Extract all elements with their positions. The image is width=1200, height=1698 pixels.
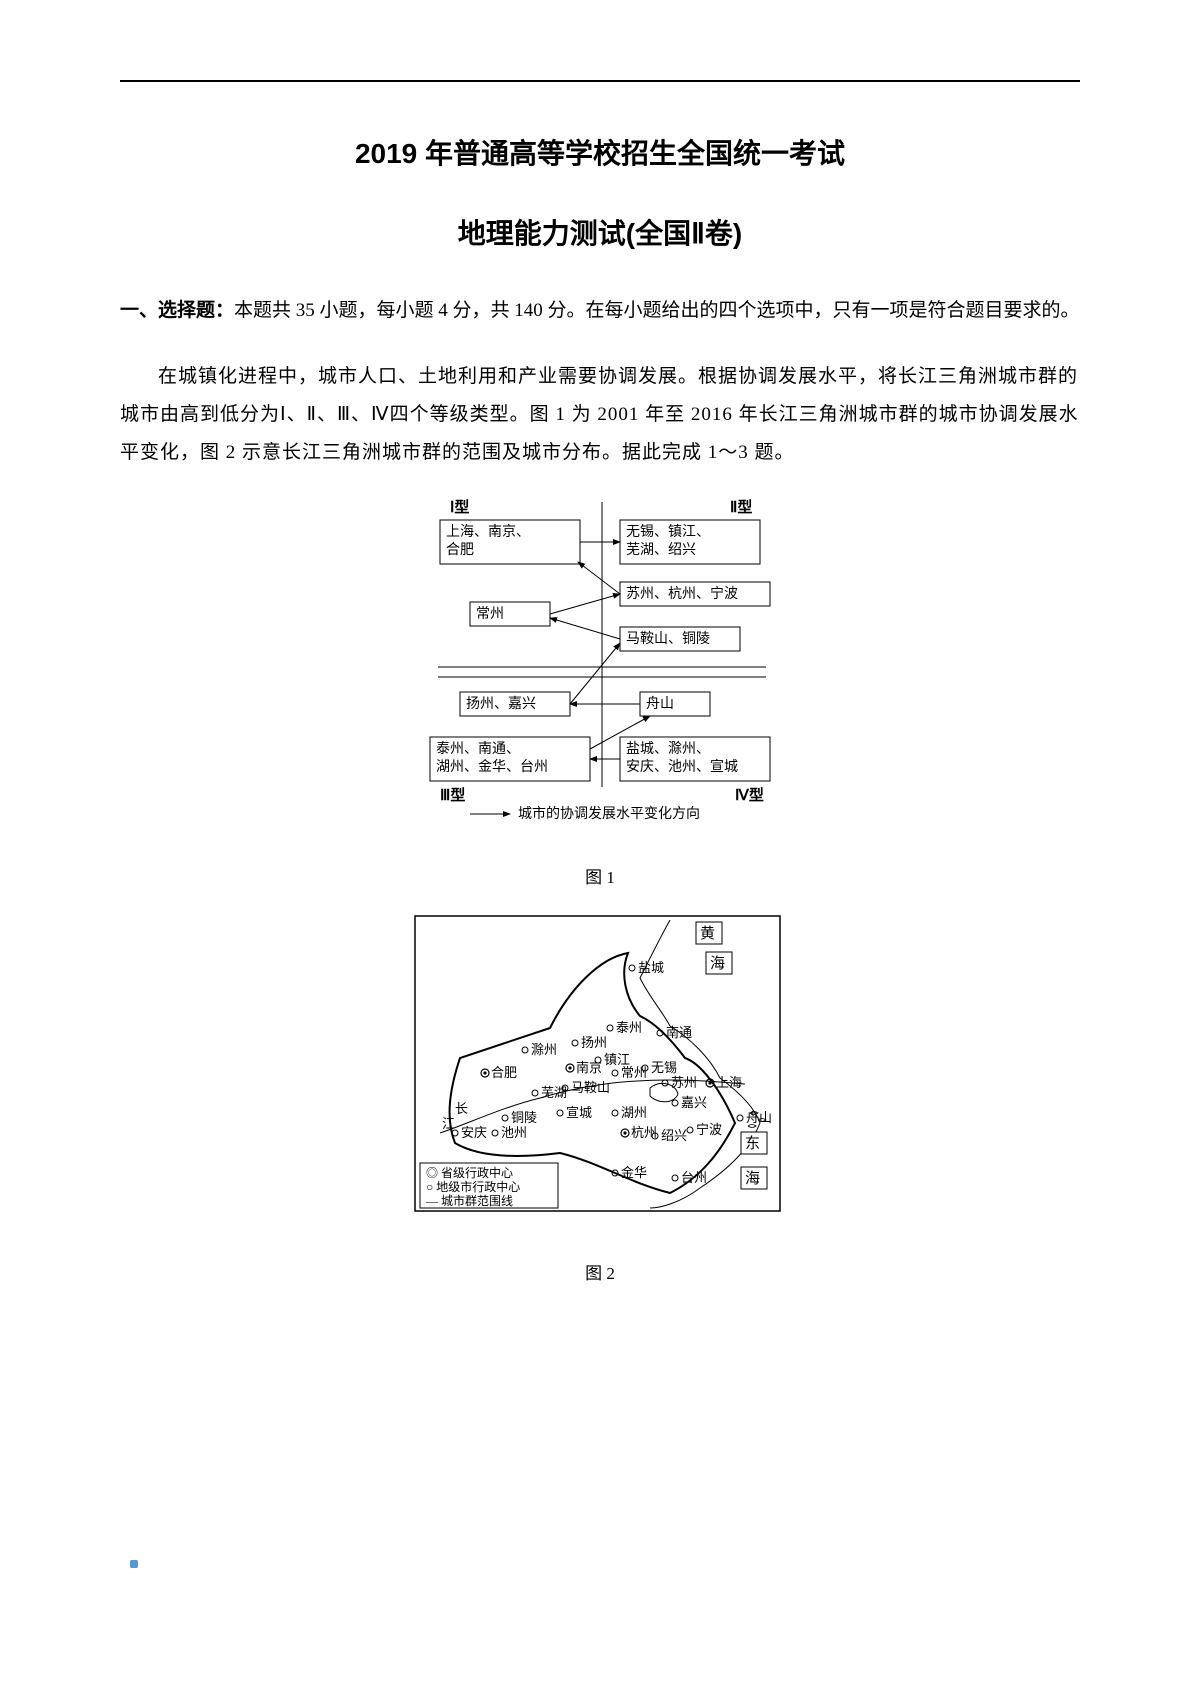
svg-text:无锡: 无锡 bbox=[651, 1060, 677, 1075]
figure-2-wrap: 黄海东海长江盐城泰州南通扬州滁州镇江南京合肥常州无锡马鞍山芜湖苏州上海嘉兴铜陵宣… bbox=[120, 908, 1080, 1284]
section-intro: 一、选择题：本题共 35 小题，每小题 4 分，共 140 分。在每小题给出的四… bbox=[120, 292, 1080, 330]
context-paragraph: 在城镇化进程中，城市人口、土地利用和产业需要协调发展。根据协调发展水平，将长江三… bbox=[120, 358, 1080, 472]
svg-text:泰州、南通、: 泰州、南通、 bbox=[436, 741, 520, 757]
svg-text:泰州: 泰州 bbox=[616, 1020, 642, 1035]
svg-text:扬州: 扬州 bbox=[581, 1035, 607, 1050]
svg-text:海: 海 bbox=[710, 955, 725, 972]
svg-text:合肥: 合肥 bbox=[446, 542, 474, 558]
svg-text:常州: 常州 bbox=[476, 606, 504, 622]
svg-text:舟山: 舟山 bbox=[646, 696, 674, 712]
svg-text:黄: 黄 bbox=[700, 925, 715, 942]
svg-text:马鞍山、铜陵: 马鞍山、铜陵 bbox=[626, 631, 710, 647]
section-text: 本题共 35 小题，每小题 4 分，共 140 分。在每小题给出的四个选项中，只… bbox=[234, 300, 1080, 321]
svg-text:台州: 台州 bbox=[681, 1170, 707, 1185]
header-rule bbox=[120, 80, 1080, 82]
svg-text:金华: 金华 bbox=[621, 1165, 647, 1180]
figure-1-svg: Ⅰ型 Ⅱ型 Ⅲ型 Ⅳ型 上海、南京、合肥 无锡、镇江、芜湖、绍兴苏州、杭州、宁波常州马鞍山… bbox=[410, 492, 790, 852]
svg-text:芜湖: 芜湖 bbox=[541, 1085, 567, 1100]
svg-text:舟山: 舟山 bbox=[746, 1110, 772, 1125]
svg-text:铜陵: 铜陵 bbox=[511, 1110, 537, 1125]
svg-text:东: 东 bbox=[745, 1135, 760, 1152]
svg-text:安庆、池州、宣城: 安庆、池州、宣城 bbox=[626, 759, 738, 775]
svg-text:Ⅱ型: Ⅱ型 bbox=[730, 498, 752, 516]
svg-text:○ 地级市行政中心: ○ 地级市行政中心 bbox=[426, 1179, 520, 1194]
svg-text:湖州、金华、台州: 湖州、金华、台州 bbox=[436, 759, 548, 775]
svg-text:上海、南京、: 上海、南京、 bbox=[446, 524, 530, 540]
svg-text:— 城市群范围线: — 城市群范围线 bbox=[425, 1193, 513, 1208]
svg-text:池州: 池州 bbox=[501, 1125, 527, 1140]
svg-text:长: 长 bbox=[455, 1101, 468, 1116]
svg-text:海: 海 bbox=[745, 1170, 760, 1187]
svg-text:合肥: 合肥 bbox=[491, 1065, 517, 1080]
svg-text:盐城、滁州、: 盐城、滁州、 bbox=[626, 741, 710, 757]
svg-text:马鞍山: 马鞍山 bbox=[571, 1080, 610, 1095]
svg-text:芜湖、绍兴: 芜湖、绍兴 bbox=[626, 541, 696, 558]
figure-2-caption: 图 2 bbox=[120, 1259, 1080, 1284]
svg-text:扬州、嘉兴: 扬州、嘉兴 bbox=[466, 696, 536, 712]
svg-text:苏州: 苏州 bbox=[671, 1075, 697, 1090]
svg-text:湖州: 湖州 bbox=[621, 1105, 647, 1120]
svg-text:南京: 南京 bbox=[576, 1060, 602, 1075]
svg-text:Ⅲ型: Ⅲ型 bbox=[440, 786, 465, 804]
svg-text:江: 江 bbox=[442, 1116, 455, 1131]
footer-accent-dot bbox=[130, 1560, 138, 1568]
svg-text:上海: 上海 bbox=[716, 1075, 742, 1090]
svg-text:◎ 省级行政中心: ◎ 省级行政中心 bbox=[426, 1165, 513, 1180]
main-title-line1: 2019 年普通高等学校招生全国统一考试 bbox=[120, 132, 1080, 172]
svg-text:城市的协调发展水平变化方向: 城市的协调发展水平变化方向 bbox=[518, 805, 700, 822]
svg-text:盐城: 盐城 bbox=[638, 960, 664, 975]
svg-text:Ⅰ型: Ⅰ型 bbox=[450, 498, 469, 516]
svg-text:嘉兴: 嘉兴 bbox=[681, 1095, 707, 1110]
svg-text:苏州、杭州、宁波: 苏州、杭州、宁波 bbox=[626, 585, 738, 602]
figure-1-caption: 图 1 bbox=[120, 863, 1080, 888]
svg-text:无锡、镇江、: 无锡、镇江、 bbox=[626, 524, 710, 540]
svg-text:Ⅳ型: Ⅳ型 bbox=[735, 786, 764, 804]
figure-1-wrap: Ⅰ型 Ⅱ型 Ⅲ型 Ⅳ型 上海、南京、合肥 无锡、镇江、芜湖、绍兴苏州、杭州、宁波常州马鞍山… bbox=[120, 492, 1080, 888]
svg-text:绍兴: 绍兴 bbox=[661, 1128, 687, 1143]
figure-2-svg: 黄海东海长江盐城泰州南通扬州滁州镇江南京合肥常州无锡马鞍山芜湖苏州上海嘉兴铜陵宣… bbox=[400, 908, 800, 1248]
main-title-line2: 地理能力测试(全国Ⅱ卷) bbox=[120, 212, 1080, 252]
svg-text:安庆: 安庆 bbox=[461, 1125, 487, 1140]
section-label: 一、选择题： bbox=[120, 300, 234, 321]
svg-text:常州: 常州 bbox=[621, 1065, 647, 1080]
svg-text:南通: 南通 bbox=[666, 1025, 692, 1040]
svg-text:滁州: 滁州 bbox=[531, 1042, 557, 1057]
svg-text:宁波: 宁波 bbox=[696, 1122, 722, 1137]
svg-text:宣城: 宣城 bbox=[566, 1105, 592, 1120]
